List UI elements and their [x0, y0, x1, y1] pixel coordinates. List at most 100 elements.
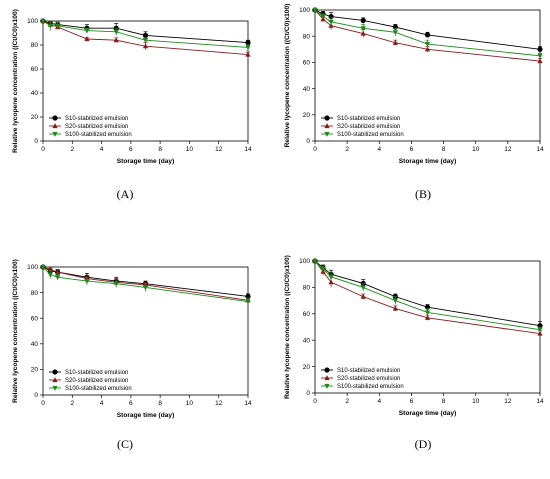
- y-tick-label: 80: [303, 285, 311, 292]
- y-tick-label: 60: [303, 60, 311, 67]
- x-tick-label: 6: [410, 398, 414, 405]
- x-axis-title: Storage time (day): [399, 158, 457, 165]
- data-point: [55, 275, 61, 281]
- data-point: [392, 298, 398, 304]
- data-point: [40, 18, 46, 24]
- data-point: [392, 30, 398, 36]
- data-point: [424, 41, 431, 47]
- x-tick-label: 4: [100, 400, 104, 407]
- x-tick-label: 2: [70, 146, 74, 153]
- y-tick-label: 20: [31, 114, 39, 121]
- x-tick-label: 6: [129, 146, 133, 153]
- legend-marker: [52, 369, 58, 375]
- series-line: [314, 260, 541, 335]
- x-tick-label: 2: [345, 146, 349, 153]
- x-tick-label: 8: [158, 400, 162, 407]
- y-tick-label: 100: [299, 7, 310, 14]
- legend-marker: [324, 115, 330, 121]
- data-point: [537, 330, 543, 336]
- data-point: [40, 264, 46, 270]
- legend-entry: S20-stabilized emulsion: [337, 124, 400, 130]
- data-point: [360, 17, 366, 24]
- x-tick-label: 2: [345, 398, 349, 405]
- legend-marker: [324, 123, 330, 129]
- plot-frame: [314, 9, 541, 142]
- panel-label: (B): [415, 187, 431, 201]
- data-series: [312, 7, 543, 59]
- y-tick-label: 0: [306, 138, 310, 145]
- x-tick-label: 0: [313, 398, 317, 405]
- data-point: [113, 281, 119, 287]
- data-point: [312, 258, 318, 264]
- x-tick-label: 12: [215, 400, 223, 407]
- data-point: [245, 51, 251, 57]
- legend-marker: [324, 131, 330, 137]
- legend-marker: [52, 115, 58, 121]
- legend-entry: S10-stabilized emulsion: [337, 116, 400, 122]
- y-tick-label: 60: [303, 311, 311, 318]
- plot-frame: [42, 20, 249, 142]
- legend-marker: [52, 385, 58, 391]
- data-point: [245, 40, 251, 46]
- data-point: [424, 46, 431, 52]
- data-point: [537, 53, 543, 59]
- panel-label: (D): [415, 437, 432, 451]
- chart-panel: 0 20 40 60 80 100 0 2 4 6 8 10 12 14 Storage time (day…: [284, 255, 544, 451]
- data-series: [312, 258, 543, 333]
- data-series: [40, 264, 251, 300]
- legend-entry: S10-stabilized emulsion: [65, 370, 128, 376]
- data-point: [320, 14, 326, 20]
- data-point: [320, 266, 326, 272]
- data-point: [113, 37, 119, 43]
- data-point: [424, 314, 431, 320]
- legend-entry: S100-stabilized emulsion: [337, 132, 404, 138]
- x-axis-title: Storage time (day): [399, 410, 457, 417]
- x-tick-label: 10: [186, 400, 194, 407]
- chart-panel: 0 20 40 60 80 100 0 2 4 6 8 10 12 14 Storage time (day…: [12, 9, 252, 201]
- chart-panel: 0 20 40 60 80 100 0 2 4 6 8 10 12 14 Storage time (day…: [284, 4, 544, 201]
- x-tick-label: 0: [313, 146, 317, 153]
- data-point: [84, 36, 90, 42]
- legend-marker: [52, 377, 58, 383]
- legend-entry: S20-stabilized emulsion: [65, 124, 128, 130]
- x-tick-label: 8: [442, 398, 446, 405]
- x-tick-label: 0: [41, 146, 45, 153]
- data-series: [40, 18, 251, 51]
- legend-marker: [52, 131, 58, 137]
- legend-entry: S100-stabilized emulsion: [65, 386, 132, 392]
- panel-label: (C): [117, 437, 133, 451]
- y-tick-label: 80: [303, 33, 311, 40]
- data-point: [245, 299, 251, 305]
- legend-marker: [324, 383, 330, 389]
- x-tick-label: 6: [129, 400, 133, 407]
- data-point: [47, 266, 53, 272]
- y-tick-label: 100: [27, 18, 38, 25]
- data-point: [142, 32, 149, 39]
- data-point: [47, 272, 53, 278]
- y-tick-label: 0: [34, 392, 38, 399]
- y-tick-label: 40: [303, 337, 311, 344]
- x-tick-label: 12: [504, 398, 512, 405]
- data-point: [328, 19, 334, 25]
- x-axis-title: Storage time (day): [117, 412, 175, 419]
- data-point: [328, 274, 334, 280]
- y-axis-title: Relative lycopene concentration ((Ct/C0)…: [284, 255, 291, 399]
- y-tick-label: 20: [303, 364, 311, 371]
- data-point: [424, 32, 431, 38]
- y-tick-label: 40: [31, 341, 39, 348]
- x-tick-label: 14: [244, 146, 252, 153]
- x-tick-label: 0: [41, 400, 45, 407]
- data-point: [537, 327, 543, 333]
- legend-entry: S100-stabilized emulsion: [337, 384, 404, 390]
- x-tick-label: 2: [70, 400, 74, 407]
- data-point: [47, 23, 53, 29]
- legend-entry: S20-stabilized emulsion: [65, 378, 128, 384]
- legend-marker: [52, 123, 58, 129]
- x-tick-label: 12: [504, 146, 512, 153]
- y-tick-label: 100: [299, 258, 310, 265]
- data-point: [537, 58, 543, 64]
- y-tick-label: 0: [34, 138, 38, 145]
- x-tick-label: 4: [100, 146, 104, 153]
- data-point: [360, 30, 366, 36]
